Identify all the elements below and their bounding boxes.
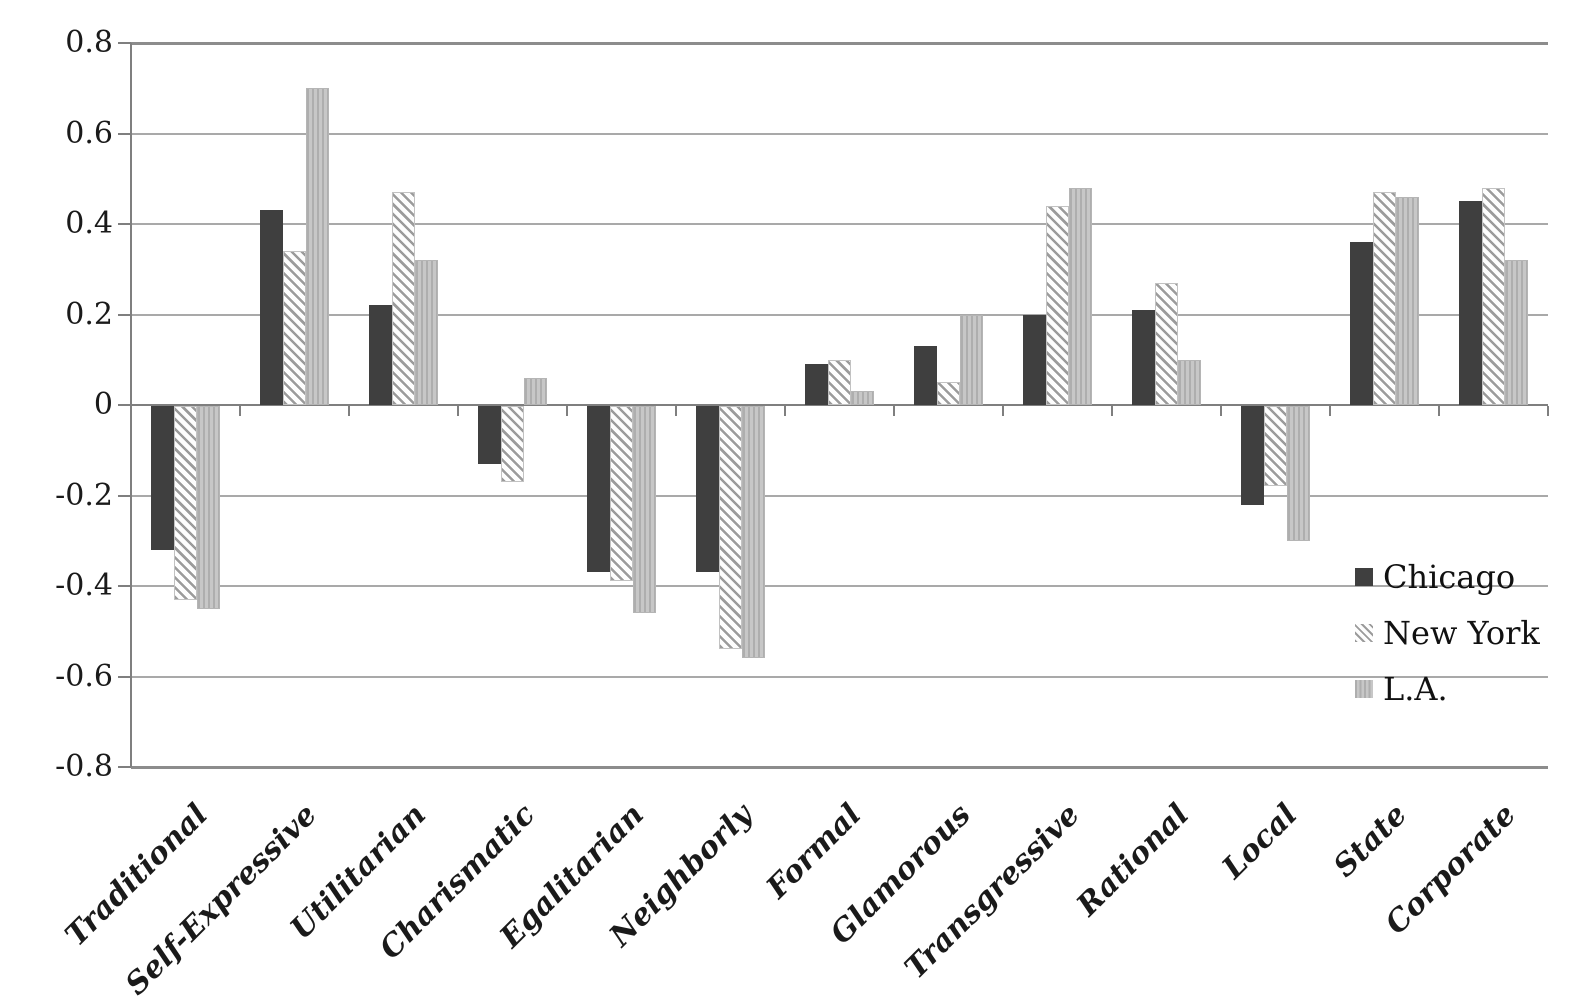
x-axis-tick xyxy=(893,406,895,416)
bar-new-york-local xyxy=(1264,406,1287,487)
legend-swatch-la xyxy=(1355,680,1373,698)
y-axis-label: -0.6 xyxy=(55,658,113,694)
bar-l-a--egalitarian xyxy=(633,406,656,614)
x-axis-label-formal: Formal xyxy=(760,797,869,906)
bar-chicago-local xyxy=(1241,406,1264,505)
x-axis-label-self-expressive: Self-Expressive xyxy=(118,797,324,1002)
x-axis-tick xyxy=(130,406,132,416)
legend-swatch-new-york xyxy=(1355,624,1373,642)
x-axis-tick xyxy=(1329,406,1331,416)
y-axis-tick xyxy=(118,313,131,316)
x-axis-tick xyxy=(1111,406,1113,416)
bar-l-a--glamorous xyxy=(960,314,983,405)
legend-item-new-york: New York xyxy=(1355,616,1540,650)
gridline-0.6 xyxy=(131,132,1548,135)
gridline-0.4 xyxy=(131,223,1548,225)
bar-l-a--traditional xyxy=(197,406,220,609)
y-axis-tick xyxy=(118,766,131,768)
x-axis-tick xyxy=(675,406,677,416)
bar-l-a--transgressive xyxy=(1069,187,1092,405)
gridline--0.4 xyxy=(131,585,1548,587)
bar-l-a--rational xyxy=(1178,359,1201,405)
gridline-0.2 xyxy=(131,313,1548,316)
legend-item-chicago: Chicago xyxy=(1355,560,1540,594)
bar-new-york-egalitarian xyxy=(610,406,633,582)
legend-label-la: L.A. xyxy=(1383,670,1448,708)
x-axis-label-local: Local xyxy=(1215,797,1305,886)
x-axis-tick xyxy=(457,406,459,416)
legend-label-chicago: Chicago xyxy=(1383,558,1516,596)
y-axis-tick xyxy=(118,494,131,497)
bar-new-york-charismatic xyxy=(501,406,524,482)
legend-swatch-chicago xyxy=(1355,568,1373,586)
y-axis-tick xyxy=(118,404,131,406)
bar-l-a--state xyxy=(1396,196,1419,405)
bar-chicago-self-expressive xyxy=(260,210,283,405)
legend-item-la: L.A. xyxy=(1355,672,1540,706)
bar-new-york-glamorous xyxy=(937,382,960,405)
legend-label-new-york: New York xyxy=(1383,614,1540,652)
bar-chicago-traditional xyxy=(151,406,174,550)
bar-chicago-charismatic xyxy=(478,406,501,464)
x-axis-tick xyxy=(239,406,241,416)
x-axis-tick xyxy=(1220,406,1222,416)
bar-new-york-formal xyxy=(828,359,851,405)
bar-chicago-rational xyxy=(1132,309,1155,405)
bar-l-a--charismatic xyxy=(524,377,547,405)
y-axis-tick xyxy=(118,223,131,225)
bar-l-a--formal xyxy=(851,391,874,405)
bar-new-york-neighborly xyxy=(719,406,742,650)
legend: Chicago New York L.A. xyxy=(1355,560,1540,728)
x-axis-tick xyxy=(1438,406,1440,416)
y-axis-tick xyxy=(118,132,131,135)
bar-chicago-state xyxy=(1350,242,1373,405)
bar-chicago-neighborly xyxy=(696,406,719,573)
bar-new-york-state xyxy=(1373,192,1396,405)
bar-l-a--neighborly xyxy=(742,406,765,659)
bar-l-a--corporate xyxy=(1505,260,1528,405)
y-axis-label: 0.6 xyxy=(65,115,113,151)
bar-new-york-corporate xyxy=(1482,187,1505,405)
y-axis-label: -0.8 xyxy=(55,749,113,784)
gridline-0 xyxy=(131,404,1548,406)
x-axis-tick xyxy=(1002,406,1004,416)
bar-l-a--local xyxy=(1287,406,1310,541)
x-axis-tick xyxy=(566,406,568,416)
y-axis-label: -0.4 xyxy=(55,568,113,603)
gridline--0.6 xyxy=(131,675,1548,678)
x-axis-label-rational: Rational xyxy=(1069,797,1196,924)
y-axis-label: -0.2 xyxy=(55,477,113,513)
y-axis-line xyxy=(130,43,132,767)
y-axis-label: 0 xyxy=(93,387,113,422)
bar-new-york-traditional xyxy=(174,406,197,600)
bar-chicago-egalitarian xyxy=(587,406,610,573)
bar-l-a--utilitarian xyxy=(415,260,438,405)
x-axis-tick xyxy=(784,406,786,416)
y-axis-tick xyxy=(118,585,131,587)
bar-chicago-glamorous xyxy=(914,346,937,405)
gridline--0.2 xyxy=(131,494,1548,497)
bar-chicago-formal xyxy=(805,364,828,405)
bar-new-york-utilitarian xyxy=(392,192,415,405)
bar-l-a--self-expressive xyxy=(306,88,329,405)
y-axis-tick xyxy=(118,42,131,44)
bar-new-york-transgressive xyxy=(1046,205,1069,405)
x-axis-tick xyxy=(1547,406,1549,416)
y-axis-tick xyxy=(118,675,131,678)
bar-chicago-transgressive xyxy=(1023,314,1046,405)
gridline--0.8 xyxy=(131,766,1548,769)
y-axis-label: 0.2 xyxy=(65,296,113,332)
x-axis-tick xyxy=(348,406,350,416)
bar-new-york-rational xyxy=(1155,282,1178,405)
bar-chicago-utilitarian xyxy=(369,305,392,405)
bar-chicago-corporate xyxy=(1459,201,1482,405)
bar-new-york-self-expressive xyxy=(283,251,306,405)
y-axis-label: 0.8 xyxy=(65,25,113,60)
gridline-0.8 xyxy=(131,42,1548,45)
x-axis-label-state: State xyxy=(1326,797,1414,885)
y-axis-label: 0.4 xyxy=(65,206,113,241)
